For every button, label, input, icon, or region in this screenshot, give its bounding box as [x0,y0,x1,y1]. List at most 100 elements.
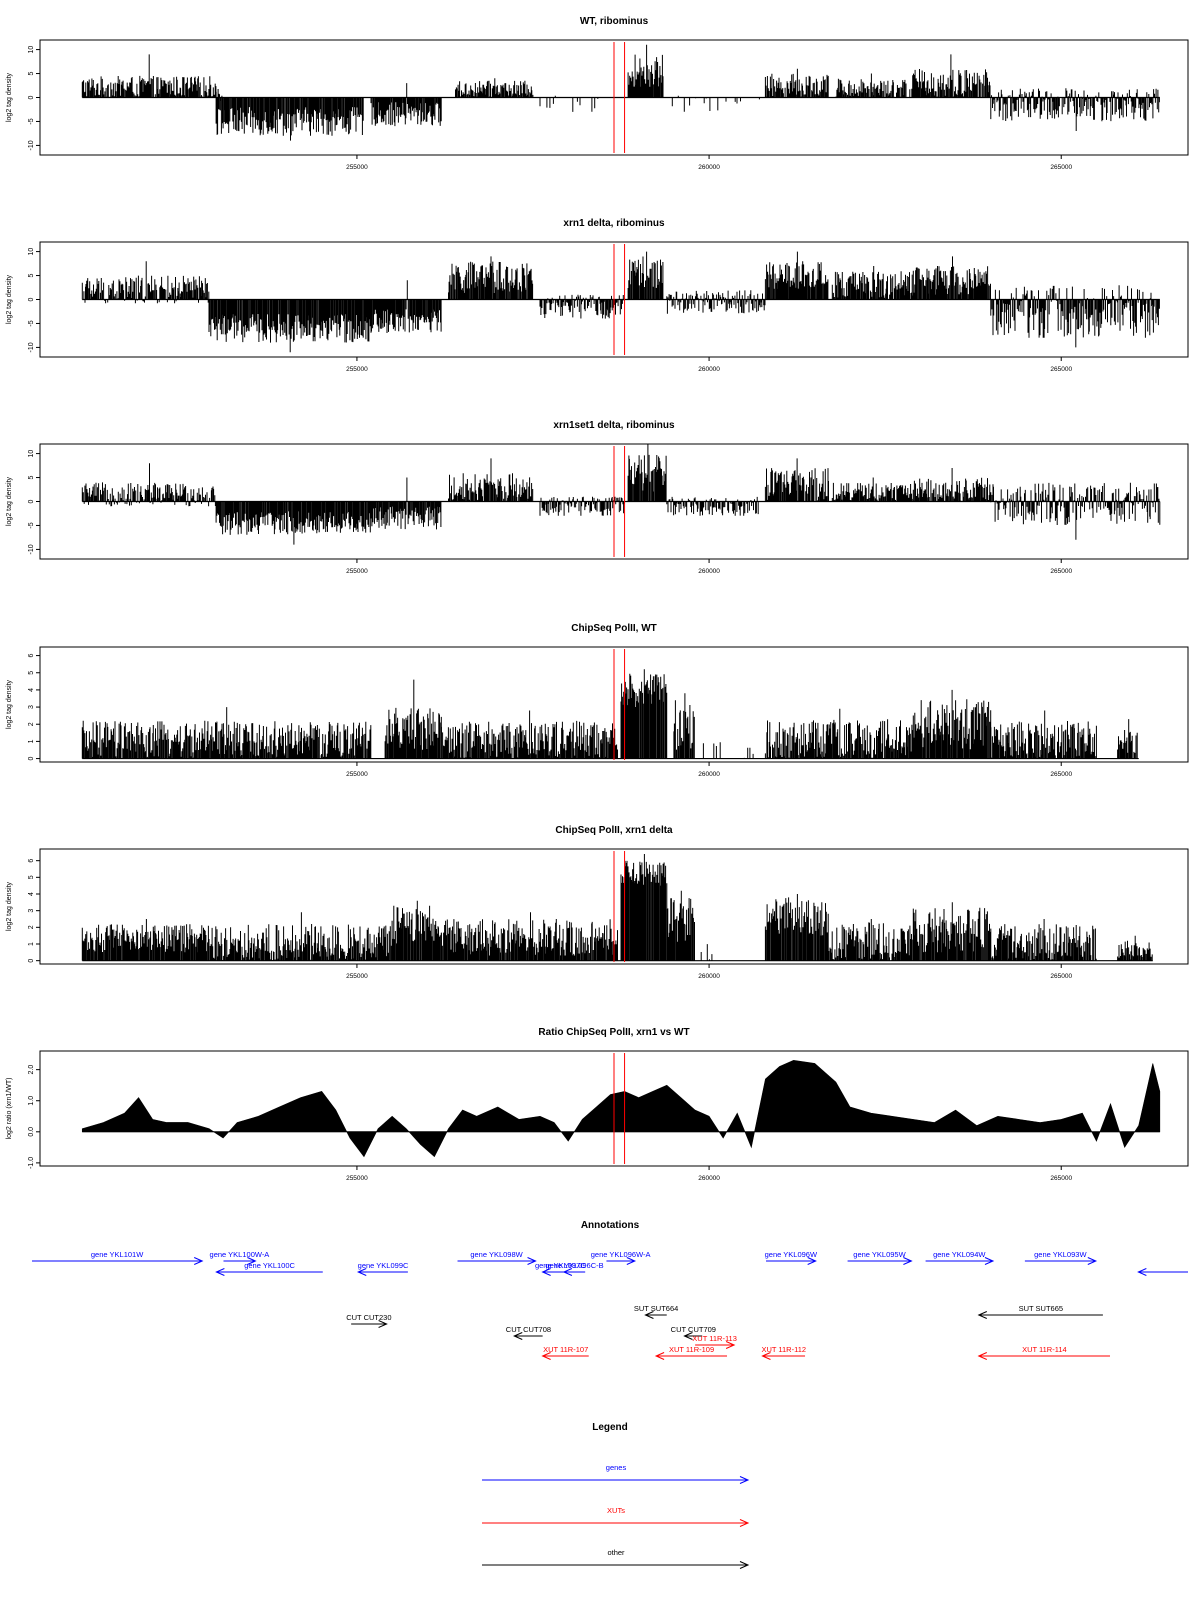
x-tick-label: 260000 [698,1175,720,1182]
segment [440,912,618,961]
y-tick-label: 0 [28,959,35,963]
segment-bars [1117,719,1139,759]
y-tick-label: 5 [28,273,35,277]
gene-feature: gene YKL098W [457,1250,537,1265]
segment [384,679,442,759]
y-tick-label: -1.0 [28,1157,35,1169]
feature-arrow-head [644,1311,654,1319]
segment-bars [448,458,534,502]
xut-feature: XUT 11R-109 [654,1345,728,1360]
feature-arrow-head [215,1268,225,1276]
segment-bars [215,97,364,141]
segment [208,299,371,353]
segment-bars [539,95,599,112]
feature-label: gene YKL096C-B [545,1261,603,1270]
annotations-title: Annotations [581,1220,640,1231]
legend-items: genes XUTs other [482,1463,750,1569]
xut-feature: XUT 11R-113 [692,1334,737,1349]
other-feature: SUT SUT664 [634,1304,678,1319]
legend-title: Legend [592,1422,628,1433]
y-tick-label: 6 [28,654,35,658]
segment-bars [370,280,442,333]
segment-bars [700,944,713,961]
segment-bars [620,854,668,961]
segment-bars [831,477,914,502]
segment [764,458,829,502]
feature-label: CUT CUT230 [346,1313,391,1322]
x-tick-label: 260000 [698,366,720,373]
segment-bars [671,95,760,112]
x-tick-label: 265000 [1050,771,1072,778]
segment [666,496,759,516]
segment [671,95,760,112]
segment [990,710,1097,759]
plot-frame [39,646,1189,763]
segment [990,285,1160,348]
segment [627,44,664,98]
segment [666,890,695,961]
feature-arrow-head [626,1257,637,1265]
annotations-panel: Annotations gene YKL101W gene YKL100W-A ge… [32,1220,1188,1360]
segment-bars [702,742,721,759]
segment [764,251,829,300]
segment [370,83,442,127]
segment-bars [912,902,991,961]
y-tick-label: 10 [28,248,35,256]
legend-label: other [607,1548,625,1557]
feature-arrow-head [654,1352,665,1360]
panel-chip_xrn1: ChipSeq PolII, xrn1 delta log2 tag densit… [6,825,1189,980]
segment-bars [835,73,907,98]
data-series [81,251,1160,353]
gene-feature: gene YKL101W [32,1250,204,1265]
segment-bars [764,458,829,502]
segment [81,261,210,304]
y-tick-label: 0.0 [28,1127,35,1137]
segment [764,68,829,98]
y-axis-label: log2 tag density [6,274,13,324]
segment [539,496,625,516]
y-tick-label: 1.0 [28,1096,35,1106]
segment [700,944,713,961]
segment-bars [990,710,1097,759]
segment [448,256,534,300]
segment [81,919,209,961]
x-tick-label: 255000 [346,973,368,980]
segment [1117,719,1139,759]
legend-label: XUTs [607,1506,625,1515]
gene-feature: gene YKL096W [765,1250,818,1265]
segment [391,900,442,961]
segment [912,689,992,759]
segment [539,95,599,112]
x-tick-label: 255000 [346,1175,368,1182]
feature-label: XUT 11R-114 [1022,1345,1067,1354]
segment-bars [666,290,766,314]
legend-panel: Legend genes XUTs other [482,1422,750,1569]
y-tick-label: 0 [28,95,35,99]
segment-bars [370,477,442,530]
feature-label: XUT 11R-113 [692,1334,737,1343]
y-tick-label: 10 [28,450,35,458]
feature-label: gene YKL100W-A [210,1250,270,1259]
segment [370,477,442,530]
segment-bars [912,689,992,759]
gene-feature: gene YKL100C [215,1261,323,1276]
segment [448,458,534,502]
segment-bars [81,919,209,961]
x-tick-label: 265000 [1050,568,1072,575]
feature-arrow-head [247,1257,257,1265]
y-axis-label: log2 tag density [6,679,13,729]
panel-title: ChipSeq PolII, xrn1 delta [555,825,673,836]
segment-bars [627,444,667,502]
y-axis-label: log2 tag density [6,72,13,122]
panel-xrn1: xrn1 delta, ribominus log2 tag density 10 5… [6,218,1189,373]
segment [620,854,668,961]
y-tick-label: 0 [28,757,35,761]
feature-label: gene YKL099C [358,1261,409,1270]
segment [702,742,721,759]
feature-label: XUT 11R-112 [761,1345,806,1354]
segment [208,912,392,961]
segment-bars [666,496,759,516]
other-feature: CUT CUT708 [506,1325,551,1340]
segment-bars [743,747,754,759]
segment-bars [208,299,371,353]
